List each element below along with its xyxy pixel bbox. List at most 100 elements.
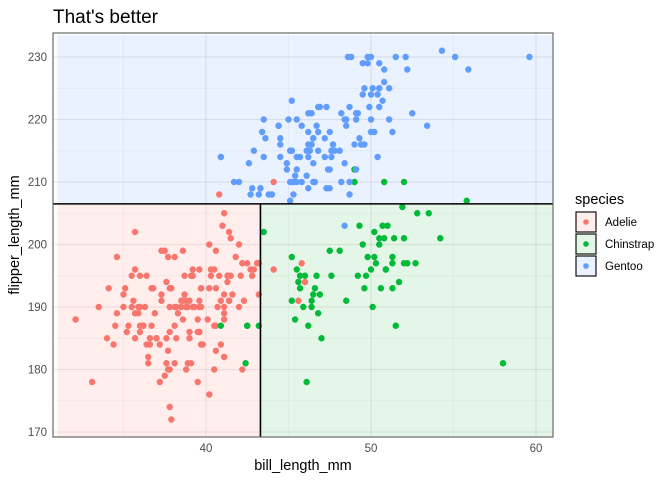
point-gentoo	[371, 128, 378, 136]
point-chinstrap	[437, 235, 444, 242]
point-gentoo	[346, 191, 353, 198]
point-chinstrap	[315, 310, 322, 317]
point-chinstrap	[399, 203, 406, 211]
point-gentoo	[291, 172, 299, 179]
point-adelie	[161, 372, 168, 379]
point-gentoo	[286, 197, 294, 204]
point-chinstrap	[318, 335, 325, 342]
point-adelie	[212, 247, 220, 254]
point-gentoo	[367, 116, 375, 123]
legend-item-adelie: Adelie	[575, 211, 637, 233]
point-gentoo	[364, 53, 371, 61]
point-adelie	[113, 253, 121, 261]
point-adelie	[171, 322, 178, 329]
point-adelie	[123, 328, 130, 336]
point-adelie	[136, 272, 144, 279]
point-gentoo	[364, 60, 371, 67]
point-gentoo	[361, 85, 368, 92]
point-gentoo	[389, 128, 396, 136]
legend: species Adelie Chinstrap Gentoo	[575, 192, 654, 277]
legend-item-chinstrap: Chinstrap	[575, 233, 654, 255]
point-gentoo	[376, 60, 383, 67]
point-adelie	[220, 210, 228, 217]
point-chinstrap	[288, 253, 295, 261]
point-gentoo	[351, 141, 358, 148]
point-adelie	[148, 322, 155, 329]
point-chinstrap	[377, 285, 385, 292]
point-gentoo	[247, 191, 254, 198]
point-gentoo	[262, 135, 269, 142]
point-chinstrap	[400, 235, 408, 242]
point-gentoo	[249, 185, 256, 192]
point-chinstrap	[390, 235, 398, 242]
point-chinstrap	[425, 210, 432, 217]
point-gentoo	[321, 135, 328, 142]
legend-label-chinstrap: Chinstrap	[605, 239, 654, 251]
point-chinstrap	[359, 241, 366, 248]
point-adelie	[135, 303, 142, 311]
point-chinstrap	[382, 266, 390, 273]
point-chinstrap	[379, 222, 386, 229]
point-adelie	[212, 322, 220, 329]
point-chinstrap	[372, 260, 380, 267]
point-adelie	[186, 297, 193, 304]
y-tick-label: 190	[28, 302, 47, 314]
point-chinstrap	[301, 272, 309, 279]
point-adelie	[183, 366, 190, 373]
point-adelie	[95, 303, 102, 311]
point-adelie	[211, 366, 218, 373]
point-gentoo	[283, 166, 291, 173]
point-gentoo	[376, 103, 383, 111]
point-adelie	[247, 266, 254, 273]
point-adelie	[112, 322, 119, 329]
point-gentoo	[328, 153, 335, 161]
point-gentoo	[438, 47, 446, 54]
point-adelie	[227, 235, 234, 242]
point-chinstrap	[303, 378, 310, 386]
point-adelie	[194, 378, 201, 386]
point-gentoo	[285, 116, 292, 123]
point-adelie	[158, 291, 165, 298]
point-gentoo	[288, 147, 295, 154]
point-adelie	[212, 347, 220, 354]
point-chinstrap	[308, 303, 315, 311]
point-adelie	[166, 303, 173, 311]
point-gentoo	[255, 191, 262, 198]
legend-title: species	[575, 192, 624, 208]
point-gentoo	[288, 97, 295, 104]
point-chinstrap	[389, 260, 396, 267]
point-adelie	[105, 285, 112, 292]
point-gentoo	[275, 122, 282, 129]
point-adelie	[239, 366, 246, 373]
point-chinstrap	[361, 285, 368, 292]
point-adelie	[145, 360, 152, 367]
point-adelie	[156, 341, 163, 348]
point-adelie	[197, 303, 205, 311]
point-adelie	[184, 303, 192, 311]
point-adelie	[131, 266, 139, 273]
point-adelie	[153, 335, 160, 342]
point-gentoo	[296, 153, 304, 161]
point-chinstrap	[354, 272, 361, 279]
point-adelie	[197, 285, 205, 292]
point-adelie	[217, 297, 225, 304]
point-adelie	[136, 322, 144, 329]
legend-label-adelie: Adelie	[605, 217, 637, 229]
point-gentoo	[385, 85, 393, 92]
species-regions	[57, 35, 553, 437]
point-adelie	[232, 253, 239, 261]
point-chinstrap	[499, 360, 507, 367]
point-chinstrap	[414, 210, 421, 217]
point-gentoo	[343, 116, 350, 123]
point-gentoo	[290, 191, 297, 198]
point-adelie	[219, 222, 226, 229]
point-gentoo	[367, 91, 375, 98]
point-chinstrap	[336, 247, 343, 254]
point-adelie	[181, 272, 188, 279]
point-adelie	[206, 285, 213, 292]
point-adelie	[166, 285, 173, 292]
point-gentoo	[235, 178, 243, 186]
point-adelie	[168, 416, 175, 423]
y-tick-label: 230	[28, 52, 47, 64]
point-gentoo	[310, 135, 317, 142]
